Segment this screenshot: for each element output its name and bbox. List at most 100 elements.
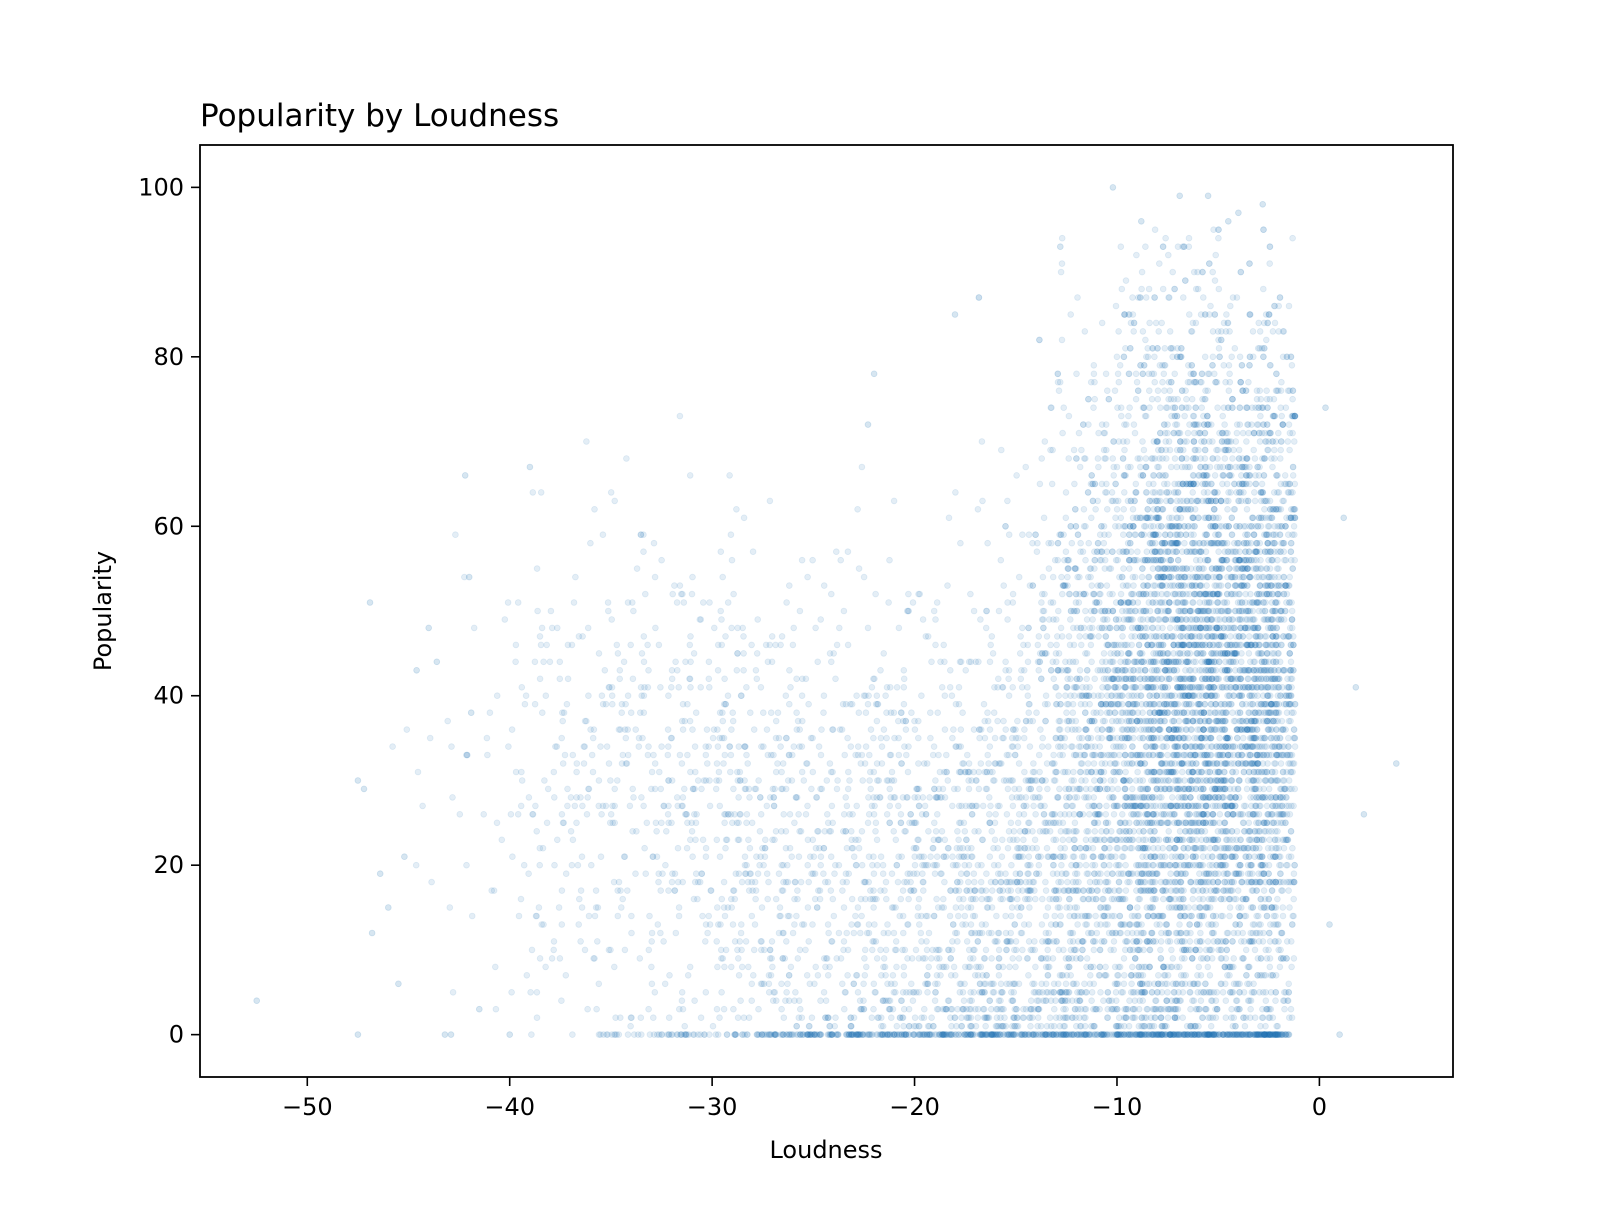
data-point (1182, 277, 1189, 284)
data-point (1227, 573, 1235, 581)
data-point (1211, 522, 1218, 530)
data-point (1062, 514, 1070, 522)
data-point (1129, 514, 1137, 522)
data-point (1268, 582, 1275, 589)
data-point (1260, 421, 1267, 428)
data-point (1209, 328, 1217, 335)
data-point (1224, 760, 1231, 767)
data-point (1082, 709, 1089, 716)
data-point (1191, 505, 1199, 513)
data-point (1196, 599, 1203, 606)
data-point (1221, 455, 1229, 462)
data-point (1134, 514, 1141, 522)
data-point (1183, 700, 1190, 708)
data-point (1237, 268, 1245, 276)
data-point (1202, 980, 1209, 988)
data-point (1111, 709, 1119, 716)
data-point (1265, 311, 1273, 318)
data-point (1159, 743, 1166, 750)
data-point (1145, 285, 1153, 293)
data-point (1279, 794, 1286, 801)
data-point (1250, 768, 1258, 776)
data-point (1264, 692, 1271, 699)
data-point (1171, 412, 1179, 420)
data-point (1156, 260, 1163, 267)
data-point (1163, 455, 1170, 462)
data-point (1108, 489, 1116, 496)
data-point (1254, 463, 1261, 471)
data-point (1121, 489, 1128, 496)
data-point (1101, 455, 1108, 462)
data-point (1289, 463, 1297, 471)
data-point (1249, 700, 1257, 708)
data-point (1238, 361, 1246, 369)
data-point (1103, 802, 1110, 810)
data-point (1129, 785, 1136, 793)
data-point (1191, 666, 1199, 674)
data-point (1285, 421, 1293, 428)
data-point (1168, 946, 1175, 954)
data-point (1120, 531, 1127, 538)
data-point (1131, 429, 1139, 437)
data-point (1243, 438, 1250, 445)
data-point (1282, 522, 1289, 530)
data-point (1139, 328, 1147, 335)
data-point (1223, 641, 1230, 649)
data-point (1120, 505, 1127, 513)
data-point (1243, 760, 1250, 767)
data-point (1161, 548, 1169, 555)
data-point (1115, 1022, 1123, 1030)
data-point (1209, 810, 1216, 818)
data-point (1209, 853, 1216, 860)
data-point (1175, 573, 1182, 581)
data-point (1192, 658, 1199, 666)
data-point (1145, 734, 1153, 742)
data-point (1155, 463, 1162, 471)
data-point (1092, 505, 1099, 513)
data-point (1215, 768, 1222, 776)
data-point (1103, 582, 1111, 589)
data-point (1241, 1022, 1249, 1030)
data-point (1215, 344, 1223, 352)
data-point (1193, 921, 1201, 928)
data-point (1233, 429, 1241, 437)
data-point (1071, 904, 1079, 911)
data-point (1276, 294, 1284, 301)
data-point (1290, 505, 1298, 513)
data-point (1159, 378, 1166, 386)
data-point (1162, 531, 1169, 538)
data-point (1120, 777, 1128, 784)
data-point (1215, 717, 1222, 725)
data-point (1119, 455, 1127, 462)
data-point (1141, 412, 1149, 420)
data-point (1217, 827, 1225, 835)
data-point (1291, 514, 1299, 522)
data-point (1201, 353, 1209, 361)
data-point (1167, 344, 1175, 352)
data-point (1057, 624, 1065, 632)
data-point (1164, 548, 1171, 555)
data-point (1260, 616, 1267, 623)
data-point (1218, 539, 1225, 547)
data-point (1160, 633, 1167, 640)
data-point (1187, 692, 1194, 699)
data-point (1232, 921, 1239, 928)
data-point (1186, 921, 1193, 928)
data-point (1201, 700, 1209, 708)
data-point (1058, 260, 1066, 267)
data-point (1159, 243, 1167, 251)
data-point (1165, 827, 1172, 835)
data-point (1260, 285, 1267, 293)
data-point (992, 810, 999, 818)
data-point (1082, 607, 1089, 615)
data-point (1118, 734, 1126, 742)
data-point (1129, 505, 1137, 513)
data-point (1155, 641, 1163, 649)
data-point (1277, 480, 1285, 488)
data-point (1272, 802, 1280, 810)
data-point (1291, 505, 1299, 513)
data-point (1100, 539, 1108, 547)
data-point (1060, 531, 1067, 538)
data-point (1189, 599, 1197, 606)
data-point (1151, 294, 1158, 301)
